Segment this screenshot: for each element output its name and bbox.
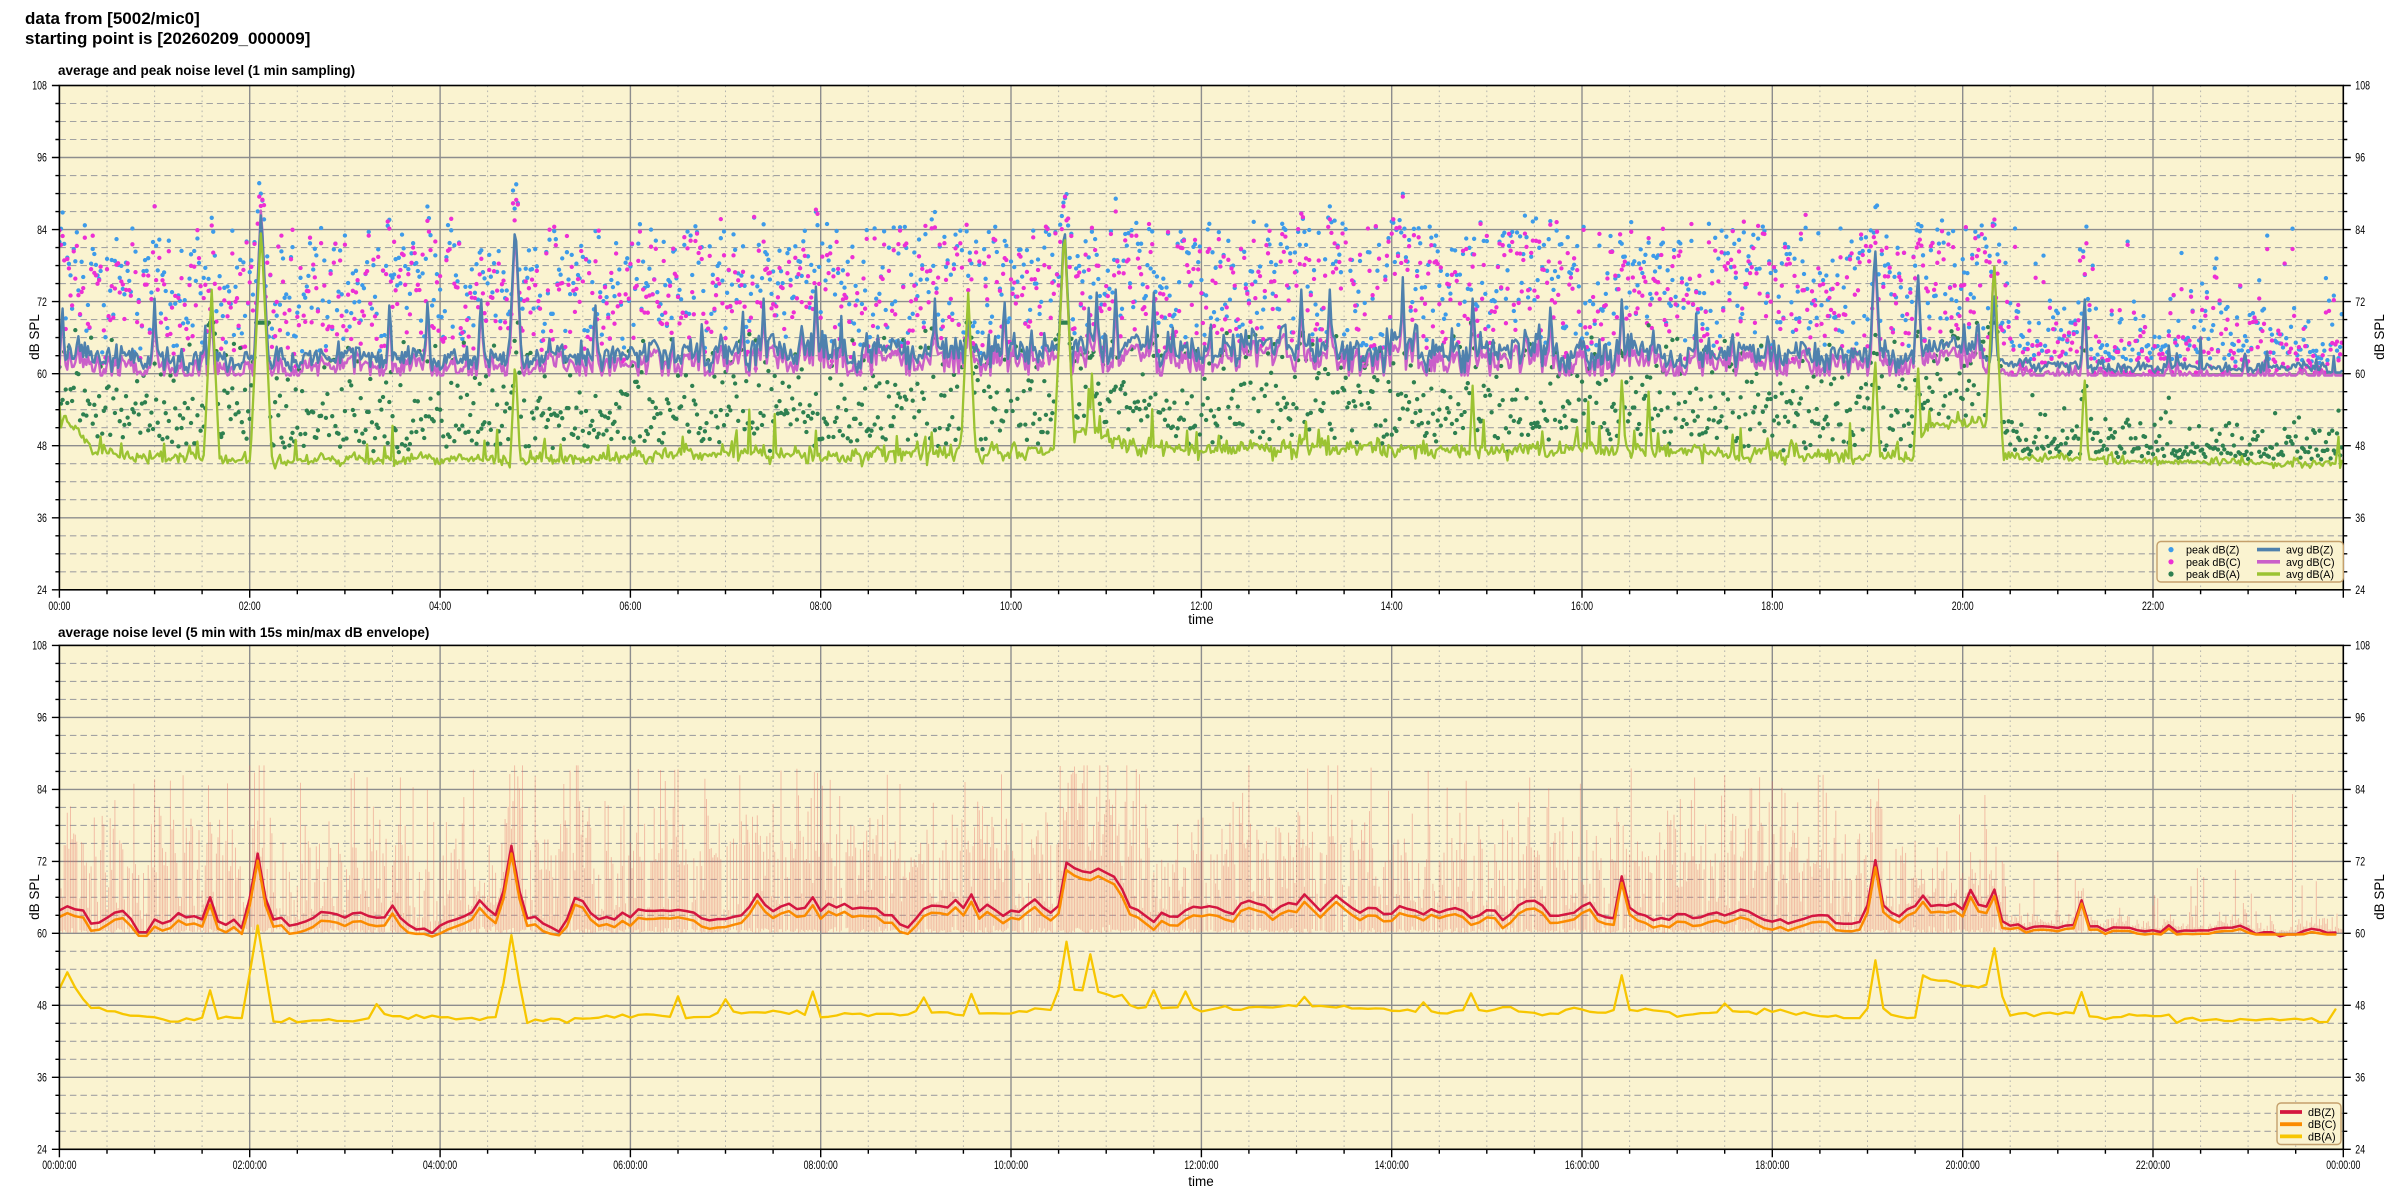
svg-text:peak dB(A): peak dB(A) [2186,569,2240,581]
svg-text:18:00:00: 18:00:00 [1755,1160,1789,1172]
svg-text:02:00:00: 02:00:00 [233,1160,267,1172]
svg-text:96: 96 [2355,151,2365,165]
svg-text:00:00:00: 00:00:00 [2326,1160,2360,1172]
svg-text:20:00:00: 20:00:00 [1946,1160,1980,1172]
svg-text:36: 36 [37,511,47,525]
svg-text:60: 60 [2355,367,2365,381]
svg-text:108: 108 [2355,639,2370,653]
svg-text:08:00:00: 08:00:00 [804,1160,838,1172]
svg-text:48: 48 [2355,999,2365,1013]
svg-text:96: 96 [37,151,47,165]
svg-text:48: 48 [2355,439,2365,453]
svg-text:starting point is [20260209_00: starting point is [20260209_000009] [25,29,310,48]
svg-text:84: 84 [37,783,47,797]
svg-text:00:00:00: 00:00:00 [42,1160,76,1172]
svg-text:12:00:00: 12:00:00 [1184,1160,1218,1172]
svg-text:00:00: 00:00 [48,601,70,613]
svg-text:18:00: 18:00 [1761,601,1783,613]
svg-text:20:00: 20:00 [1952,601,1974,613]
svg-text:24: 24 [2355,1143,2365,1157]
svg-text:72: 72 [2355,855,2365,869]
svg-text:peak dB(Z): peak dB(Z) [2186,545,2239,557]
svg-text:60: 60 [2355,927,2365,941]
svg-text:02:00: 02:00 [239,601,261,613]
svg-text:14:00:00: 14:00:00 [1375,1160,1409,1172]
svg-text:60: 60 [37,927,47,941]
svg-text:dB SPL: dB SPL [2372,314,2387,360]
svg-text:average noise level (5 min wit: average noise level (5 min with 15s min/… [58,625,429,640]
svg-text:108: 108 [32,79,47,93]
svg-text:dB(Z): dB(Z) [2308,1107,2335,1119]
svg-text:108: 108 [2355,79,2370,93]
svg-text:04:00: 04:00 [429,601,451,613]
svg-text:14:00: 14:00 [1381,601,1403,613]
svg-text:22:00: 22:00 [2142,601,2164,613]
svg-text:time: time [1188,1174,1214,1189]
svg-text:48: 48 [37,439,47,453]
svg-text:dB SPL: dB SPL [2372,874,2387,920]
svg-text:72: 72 [37,295,47,309]
svg-text:24: 24 [2355,583,2365,597]
svg-text:84: 84 [37,223,47,237]
svg-text:08:00: 08:00 [810,601,832,613]
svg-text:04:00:00: 04:00:00 [423,1160,457,1172]
svg-text:avg dB(Z): avg dB(Z) [2286,545,2333,557]
svg-text:16:00:00: 16:00:00 [1565,1160,1599,1172]
svg-text:108: 108 [32,639,47,653]
svg-text:84: 84 [2355,223,2365,237]
svg-text:12:00: 12:00 [1190,601,1212,613]
svg-text:dB SPL: dB SPL [27,314,42,360]
svg-text:60: 60 [37,367,47,381]
svg-text:48: 48 [37,999,47,1013]
svg-text:10:00: 10:00 [1000,601,1022,613]
svg-text:time: time [1188,612,1214,627]
svg-text:22:00:00: 22:00:00 [2136,1160,2170,1172]
svg-text:dB SPL: dB SPL [27,874,42,920]
svg-text:06:00: 06:00 [619,601,641,613]
svg-text:24: 24 [37,1143,47,1157]
svg-text:avg dB(A): avg dB(A) [2286,569,2334,581]
svg-text:avg dB(C): avg dB(C) [2286,557,2335,569]
svg-text:06:00:00: 06:00:00 [613,1160,647,1172]
svg-text:24: 24 [37,583,47,597]
svg-text:16:00: 16:00 [1571,601,1593,613]
svg-text:peak dB(C): peak dB(C) [2186,557,2241,569]
svg-text:average and peak noise level (: average and peak noise level (1 min samp… [58,63,355,78]
svg-text:data from [5002/mic0]: data from [5002/mic0] [25,9,200,28]
svg-text:72: 72 [37,855,47,869]
svg-text:36: 36 [37,1071,47,1085]
svg-text:dB(A): dB(A) [2308,1131,2336,1143]
svg-text:dB(C): dB(C) [2308,1119,2336,1131]
svg-text:96: 96 [2355,711,2365,725]
svg-text:72: 72 [2355,295,2365,309]
svg-text:10:00:00: 10:00:00 [994,1160,1028,1172]
svg-text:36: 36 [2355,1071,2365,1085]
svg-text:36: 36 [2355,511,2365,525]
svg-text:84: 84 [2355,783,2365,797]
svg-text:96: 96 [37,711,47,725]
